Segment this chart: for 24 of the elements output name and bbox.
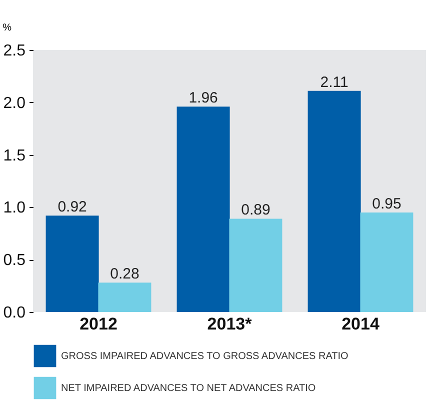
x-tick-label: 2013*: [207, 314, 252, 334]
data-label: 2.11: [320, 74, 348, 91]
y-axis-title: %: [2, 22, 12, 34]
x-tick-label: 2012: [80, 314, 118, 334]
bar: [229, 218, 282, 312]
bar: [360, 212, 414, 312]
y-tick-label: 0.5: [3, 252, 26, 270]
data-label: 0.92: [58, 198, 87, 216]
data-label: 0.89: [241, 202, 270, 219]
legend-label: NET IMPAIRED ADVANCES TO NET ADVANCES RATIO: [61, 383, 316, 394]
legend-label: GROSS IMPAIRED ADVANCES TO GROSS ADVANCES RATIO: [61, 351, 349, 362]
bar: [46, 216, 99, 312]
y-tick-label: 2.5: [3, 42, 26, 60]
bar: [308, 90, 361, 312]
y-tick-label: 0.0: [3, 304, 26, 322]
data-label: 1.96: [188, 90, 218, 107]
y-tick-label: 2.0: [3, 94, 26, 112]
y-tick-label: 1.0: [3, 200, 26, 217]
data-label: 0.95: [372, 195, 402, 212]
bar: [98, 282, 152, 312]
bar: [176, 106, 230, 312]
x-tick-label: 2014: [342, 314, 380, 334]
data-label: 0.28: [110, 266, 140, 283]
y-tick-label: 1.5: [3, 147, 26, 164]
